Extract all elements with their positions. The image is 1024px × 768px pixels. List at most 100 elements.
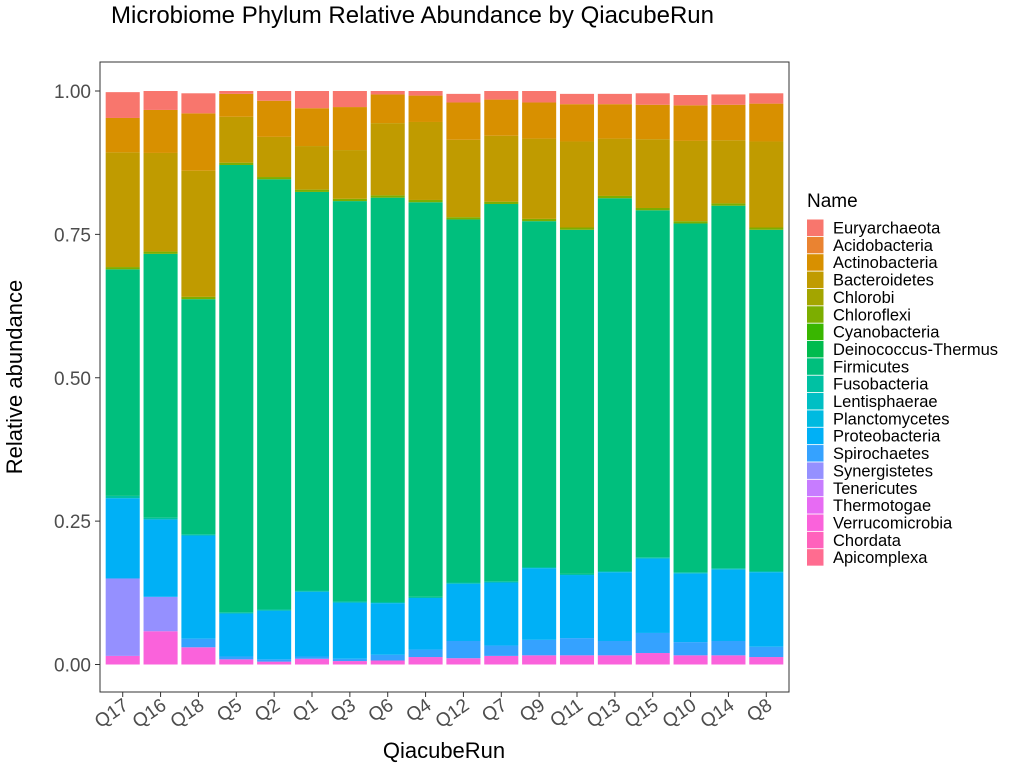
legend-swatch-Synergistetes <box>807 462 824 479</box>
legend-swatch-Chloroflexi <box>807 306 824 323</box>
bar-segment-Proteobacteria <box>597 572 632 641</box>
bar-segment-Spirochaetes <box>257 659 292 662</box>
bar-segment-Bacteroidetes <box>597 138 632 196</box>
bar-segment-Chloroflexi <box>597 195 632 199</box>
bar-stack-Q4 <box>408 91 443 665</box>
bar-segment-Spirochaetes <box>673 642 708 656</box>
bar-segment-Fusobacteria <box>749 571 784 573</box>
bar-segment-Synergistetes <box>143 596 178 632</box>
bar-segment-Fusobacteria <box>522 567 557 569</box>
bar-segment-Chloroflexi <box>711 203 746 206</box>
bar-segment-Firmicutes <box>484 203 519 582</box>
x-tick-label: Q10 <box>659 695 700 733</box>
plot-area <box>105 91 784 665</box>
legend-swatch-Spirochaetes <box>807 445 824 462</box>
bar-segment-Fusobacteria <box>143 517 178 520</box>
bar-segment-Verrucomicrobia <box>673 655 708 665</box>
legend-label: Deinococcus-Thermus <box>833 341 998 359</box>
bar-segment-Fusobacteria <box>559 573 595 576</box>
bar-segment-Euryarchaeota <box>332 91 367 108</box>
bar-segment-Bacteroidetes <box>257 136 292 178</box>
bar-segment-Chloroflexi <box>559 227 595 230</box>
legend-label: Cyanobacteria <box>833 324 940 342</box>
bar-segment-Verrucomicrobia <box>597 655 632 665</box>
bar-segment-Proteobacteria <box>181 535 216 639</box>
bar-segment-Verrucomicrobia <box>219 659 254 665</box>
bar-segment-Spirochaetes <box>749 646 784 658</box>
bar-segment-Chloroflexi <box>673 221 708 224</box>
bar-segment-Spirochaetes <box>294 656 330 659</box>
bar-segment-Proteobacteria <box>711 569 746 641</box>
bar-segment-Euryarchaeota <box>408 91 443 96</box>
bar-segment-Fusobacteria <box>408 596 443 598</box>
bar-segment-Proteobacteria <box>294 591 330 657</box>
bar-segment-Fusobacteria <box>597 571 632 573</box>
bar-segment-Bacteroidetes <box>522 138 557 219</box>
bar-segment-Chloroflexi <box>257 177 292 180</box>
bar-segment-Fusobacteria <box>673 572 708 574</box>
legend-label: Spirochaetes <box>833 445 929 463</box>
legend-label: Lentisphaerae <box>833 393 938 411</box>
bar-segment-Euryarchaeota <box>257 91 292 101</box>
bar-segment-Bacteroidetes <box>370 123 405 196</box>
bar-segment-Verrucomicrobia <box>105 655 140 665</box>
bar-segment-Verrucomicrobia <box>446 658 481 665</box>
bar-segment-Verrucomicrobia <box>484 655 519 665</box>
bar-segment-Euryarchaeota <box>181 93 216 114</box>
bar-stack-Q13 <box>597 93 632 665</box>
legend-swatch-Firmicutes <box>807 358 824 375</box>
bar-segment-Bacteroidetes <box>711 140 746 204</box>
legend-label: Chordata <box>833 532 902 550</box>
legend-label: Verrucomicrobia <box>833 514 953 532</box>
bar-segment-Firmicutes <box>219 164 254 613</box>
bar-segment-Proteobacteria <box>484 582 519 646</box>
bar-segment-Verrucomicrobia <box>749 657 784 665</box>
bar-segment-Bacteroidetes <box>749 141 784 228</box>
bar-stack-Q7 <box>484 91 519 665</box>
legend-label: Tenericutes <box>833 480 917 498</box>
bar-stack-Q17 <box>105 92 140 665</box>
bar-segment-Spirochaetes <box>370 654 405 661</box>
bar-segment-Fusobacteria <box>635 557 670 559</box>
legend-label: Fusobacteria <box>833 376 929 394</box>
bar-stack-Q15 <box>635 93 670 665</box>
bar-segment-Firmicutes <box>597 198 632 572</box>
bar-segment-Firmicutes <box>446 219 481 583</box>
bar-segment-Chloroflexi <box>635 207 670 211</box>
chart-title: Microbiome Phylum Relative Abundance by … <box>111 2 714 29</box>
bar-segment-Euryarchaeota <box>370 91 405 95</box>
bar-segment-Firmicutes <box>105 269 140 496</box>
bar-segment-Bacteroidetes <box>105 152 140 268</box>
bar-stack-Q14 <box>711 94 746 665</box>
bar-segment-Actinobacteria <box>749 103 784 142</box>
bar-segment-Actinobacteria <box>597 104 632 139</box>
bar-segment-Firmicutes <box>143 253 178 518</box>
bar-segment-Euryarchaeota <box>484 91 519 100</box>
bar-segment-Verrucomicrobia <box>181 647 216 665</box>
bar-segment-Actinobacteria <box>711 104 746 141</box>
legend-label: Actinobacteria <box>833 254 938 272</box>
bar-segment-Bacteroidetes <box>484 135 519 202</box>
legend-swatch-Chlorobi <box>807 288 824 306</box>
legend-label: Euryarchaeota <box>833 220 941 238</box>
legend-swatch-Acidobacteria <box>807 236 824 254</box>
bar-segment-Actinobacteria <box>294 108 330 147</box>
bar-segment-Bacteroidetes <box>332 150 367 199</box>
x-tick-label: Q13 <box>583 695 624 733</box>
bar-segment-Firmicutes <box>332 201 367 602</box>
bar-segment-Bacteroidetes <box>219 116 254 163</box>
legend-swatch-Fusobacteria <box>807 375 824 393</box>
bar-segment-Fusobacteria <box>105 495 140 499</box>
bar-stack-Q16 <box>143 91 178 665</box>
y-tick-label: 0.00 <box>54 656 91 677</box>
bar-segment-Spirochaetes <box>522 639 557 656</box>
x-tick-label: Q12 <box>432 695 473 733</box>
bar-segment-Proteobacteria <box>635 558 670 633</box>
legend-label: Acidobacteria <box>833 237 934 255</box>
bar-segment-Proteobacteria <box>332 602 367 659</box>
legend-swatch-Proteobacteria <box>807 427 824 445</box>
bar-segment-Spirochaetes <box>635 632 670 654</box>
bar-segment-Bacteroidetes <box>181 170 216 297</box>
bar-segment-Spirochaetes <box>408 649 443 658</box>
